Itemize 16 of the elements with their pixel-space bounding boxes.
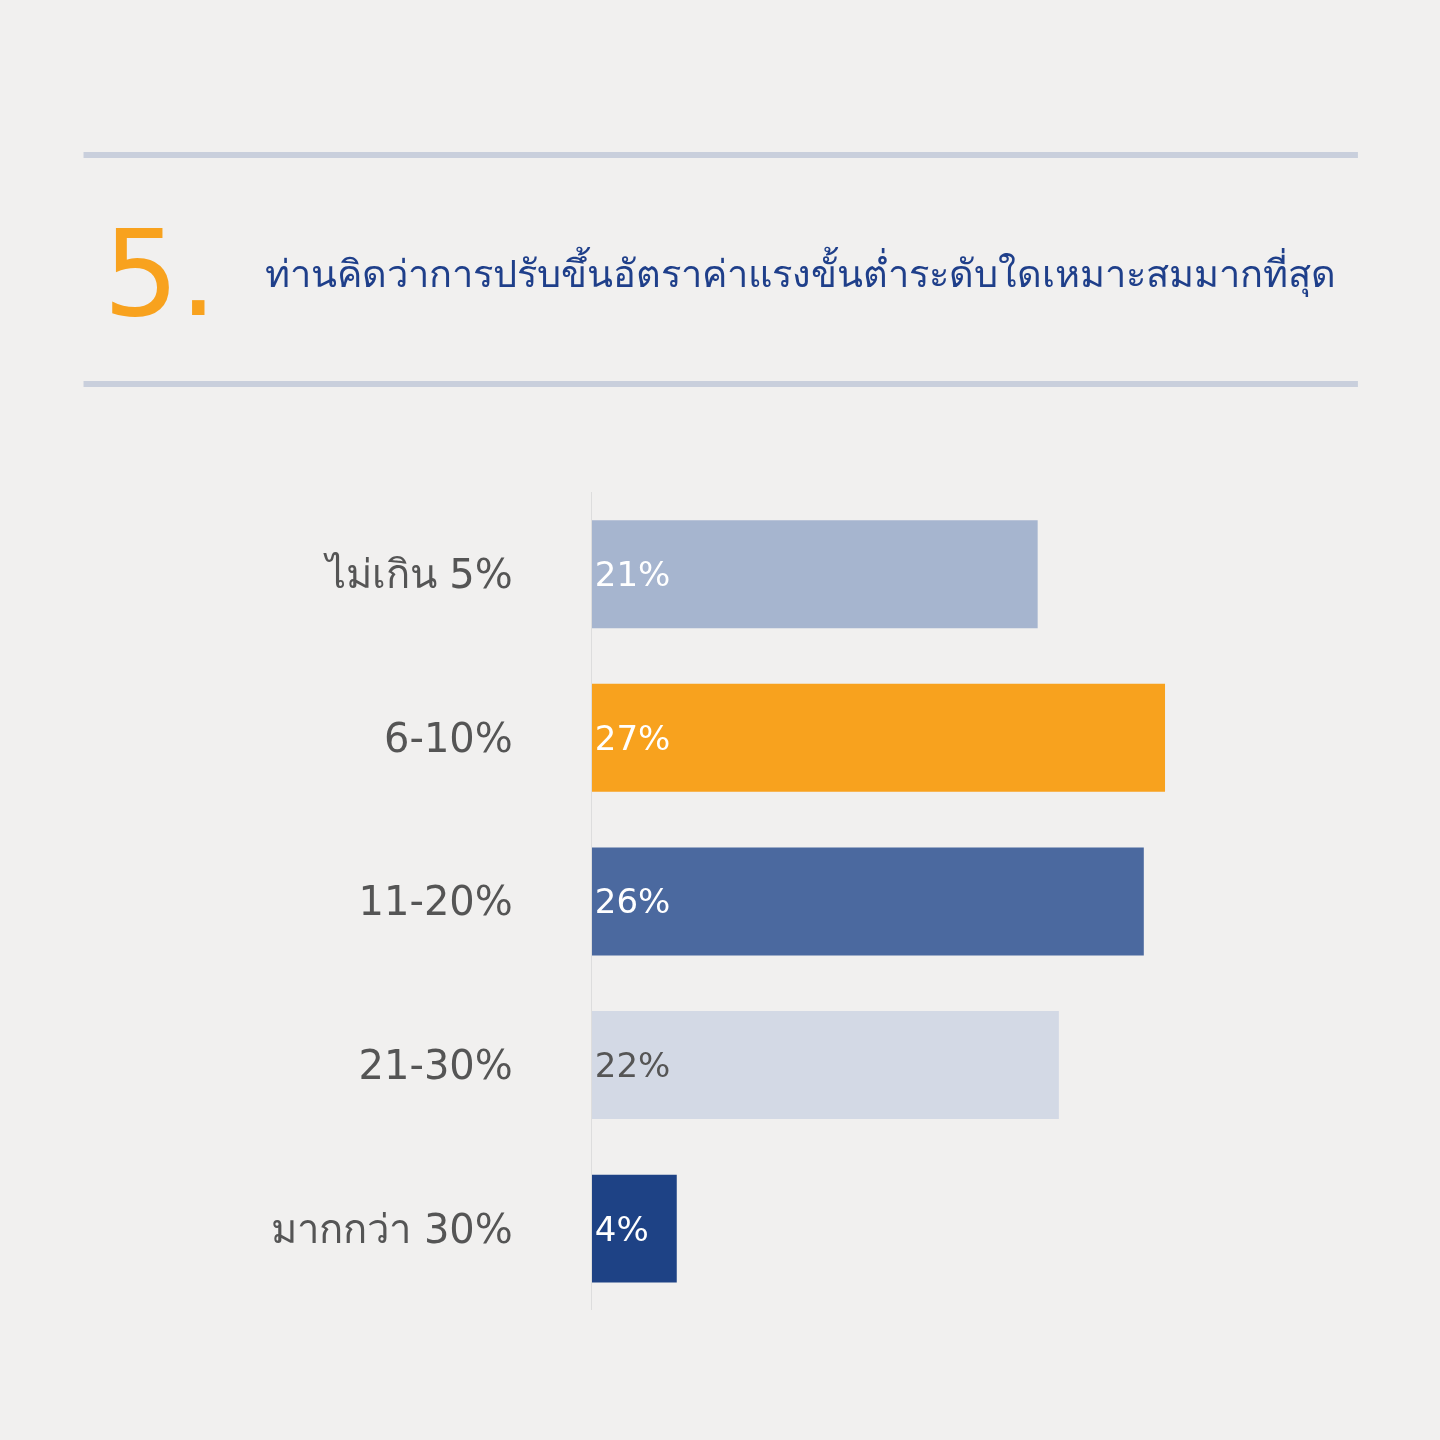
chart-title: ท่านคิดว่าการปรับขึ้นอัตราค่าแรงขั้นต่ำระดับใดเหมาะสมมากที่สุด (264, 245, 1336, 297)
bar (591, 1174, 677, 1283)
text: 5. (103, 204, 218, 343)
data-label: 22% (594, 1045, 671, 1086)
bar (591, 683, 1166, 792)
bar (591, 520, 1038, 629)
data-label: 27% (594, 717, 671, 758)
y-tick-label: 11-20% (358, 878, 513, 925)
y-tick-label: ไม่เกิน 5% (322, 551, 513, 598)
y-tick-label: 21-30% (358, 1042, 513, 1089)
bar (591, 847, 1144, 956)
y-tick-label: มากกว่า 30% (271, 1205, 513, 1252)
data-label: 4% (594, 1208, 649, 1249)
data-label: 26% (594, 881, 671, 922)
data-label: 21% (594, 554, 671, 595)
y-tick-label: 6-10% (384, 714, 513, 761)
